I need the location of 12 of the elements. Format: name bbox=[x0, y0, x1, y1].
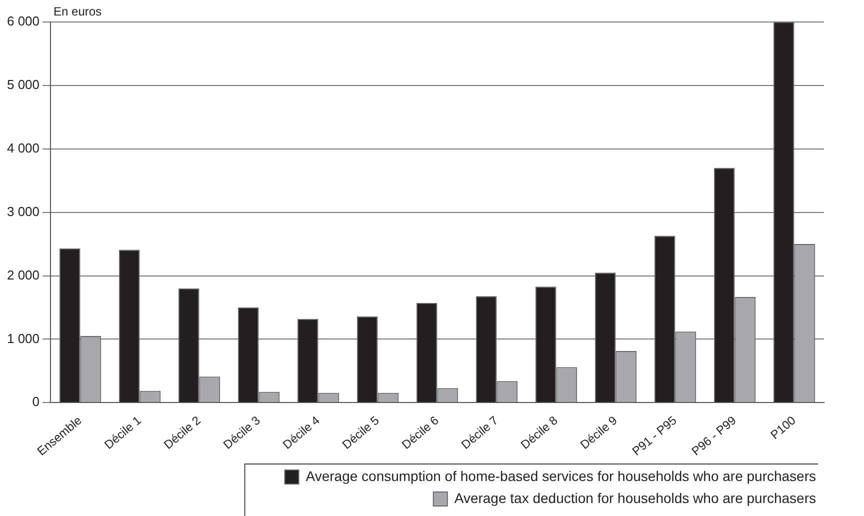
y-tick-label: 1 000 bbox=[6, 330, 40, 346]
x-tick-label: P91 - P95 bbox=[629, 413, 680, 458]
y-tick-label: 4 000 bbox=[6, 140, 40, 156]
x-tick-label: P96 - P99 bbox=[688, 413, 740, 458]
y-tick-label: 3 000 bbox=[6, 204, 40, 219]
y-tick-label: 2 000 bbox=[6, 267, 40, 282]
legend-label: Average consumption of home-based services for households who are purchasers bbox=[306, 468, 816, 484]
y-axis-title: En euros bbox=[54, 4, 102, 18]
y-tick-label: 6 000 bbox=[6, 14, 40, 29]
legend-label: Average tax deduction for households who are purchasers bbox=[454, 490, 816, 506]
y-tick-label: 0 bbox=[32, 394, 40, 410]
y-tick-label: 5 000 bbox=[6, 77, 40, 92]
